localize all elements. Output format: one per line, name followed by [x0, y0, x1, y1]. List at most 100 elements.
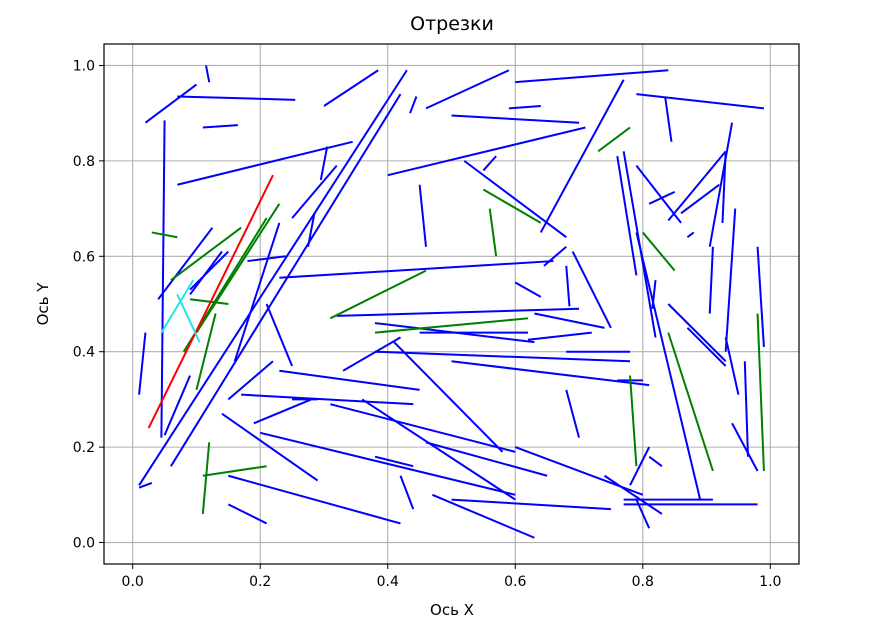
x-tick-label: 0.4 — [377, 574, 399, 590]
line-segment — [425, 69, 510, 110]
line-segment — [642, 231, 676, 272]
line-segment — [431, 493, 535, 539]
line-segment — [387, 126, 586, 177]
line-segment — [138, 332, 147, 395]
line-segment — [686, 327, 727, 367]
line-segment — [636, 93, 765, 110]
line-segment — [253, 398, 312, 425]
line-segment — [667, 150, 727, 222]
x-tick-label: 0.0 — [122, 574, 144, 590]
line-segment — [629, 446, 651, 486]
line-segment — [680, 183, 720, 215]
line-segment — [635, 499, 651, 529]
y-tick-label: 0.2 — [73, 440, 95, 456]
line-segment — [202, 465, 267, 477]
line-segment — [708, 122, 734, 247]
line-segment — [233, 222, 281, 362]
line-segment — [201, 442, 211, 514]
line-segment — [228, 474, 401, 525]
line-segment — [189, 250, 230, 291]
line-segment — [539, 79, 625, 233]
line-segment — [160, 120, 166, 438]
line-segment — [195, 203, 281, 334]
line-segment — [743, 361, 749, 457]
grid — [104, 44, 799, 564]
line-segment — [247, 255, 286, 263]
line-segment — [329, 269, 427, 320]
line-segment — [667, 332, 714, 472]
line-segment — [265, 303, 294, 367]
line-segment — [451, 360, 650, 387]
axes-frame — [103, 43, 800, 565]
line-segment — [189, 298, 229, 305]
line-segment — [616, 155, 638, 276]
y-tick-label: 0.4 — [73, 345, 95, 361]
line-segment — [418, 184, 427, 247]
line-segment — [482, 155, 497, 172]
line-segment — [259, 431, 516, 496]
line-segment — [157, 227, 214, 300]
line-segment — [527, 331, 592, 341]
line-segment — [565, 265, 571, 307]
line-segment — [724, 208, 737, 352]
line-segment — [177, 95, 296, 101]
line-segment — [571, 251, 612, 329]
line-segment — [374, 317, 529, 334]
line-segment — [319, 146, 329, 181]
line-segment — [565, 389, 580, 438]
line-segment — [147, 174, 274, 429]
line-segment — [279, 369, 420, 391]
line-segment — [399, 475, 415, 510]
line-segment — [425, 441, 548, 477]
line-segment — [170, 93, 402, 467]
line-segment — [463, 160, 567, 239]
line-segment — [635, 232, 702, 500]
x-tick-label: 0.6 — [504, 574, 526, 590]
line-segment — [664, 96, 673, 142]
line-segment — [144, 83, 198, 124]
line-segment — [291, 165, 338, 219]
line-segment — [138, 481, 153, 489]
x-tick-label: 0.2 — [249, 574, 271, 590]
line-segment — [515, 69, 669, 84]
plot-area — [138, 65, 765, 539]
line-segment — [195, 313, 217, 391]
line-segment — [482, 188, 542, 224]
line-segment — [176, 294, 201, 343]
line-segment — [163, 375, 191, 436]
line-segment — [451, 114, 580, 124]
line-segment — [361, 398, 516, 501]
line-segment — [177, 140, 353, 186]
line-segment — [603, 474, 663, 515]
line-segment — [336, 307, 580, 317]
line-segment — [170, 226, 242, 281]
line-segment — [534, 312, 605, 329]
line-segment — [138, 69, 408, 486]
line-segment — [160, 279, 195, 334]
line-segment — [393, 341, 504, 453]
line-segment — [202, 124, 238, 129]
line-segment — [151, 231, 178, 239]
x-axis-label: Ось X — [430, 601, 474, 619]
line-segment — [374, 322, 535, 344]
y-tick-label: 1.0 — [73, 58, 95, 74]
line-segment — [409, 96, 418, 114]
line-segment — [227, 503, 268, 525]
y-tick-label: 0.8 — [73, 154, 95, 170]
y-axis-label: Ось Y — [34, 282, 52, 326]
line-segment — [756, 246, 765, 347]
line-segment — [508, 105, 541, 110]
line-segment — [323, 69, 379, 107]
line-segment — [227, 360, 274, 401]
ticks: 0.0 0.2 0.4 0.6 0.8 1.0 0.0 0.2 0.4 0.6 0.8 1.0 — [73, 58, 782, 590]
line-segment — [451, 498, 611, 511]
y-tick-label: 0.6 — [73, 249, 95, 265]
line-segment — [667, 303, 727, 362]
x-tick-label: 1.0 — [759, 574, 781, 590]
line-segment — [342, 336, 401, 372]
line-segment — [514, 281, 542, 298]
line-segment — [307, 213, 316, 247]
line-segment — [374, 455, 414, 468]
line-segment — [221, 412, 319, 482]
